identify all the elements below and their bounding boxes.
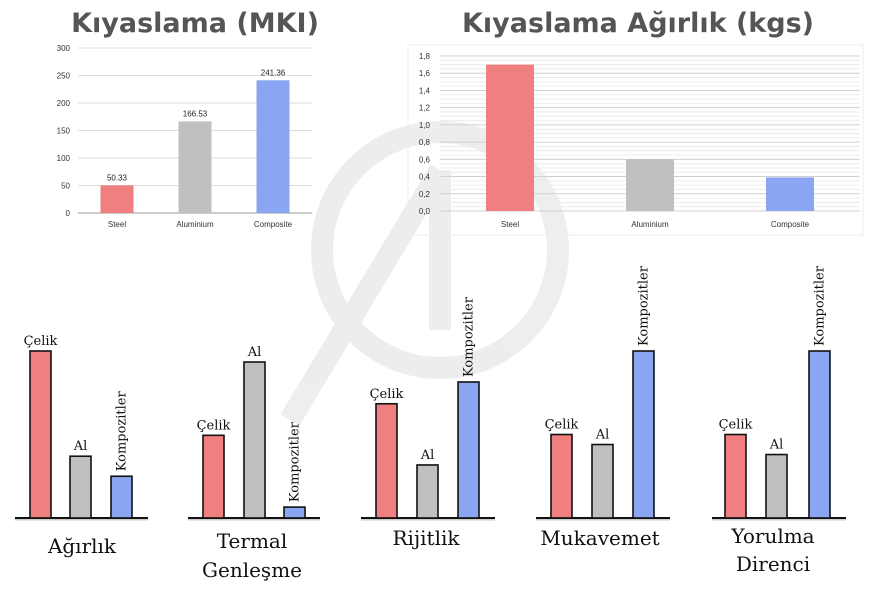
small-comparison-charts: Çelik Al Kompozitler Ağırlık Çelik Al Kompozit… bbox=[15, 265, 846, 582]
chart-weight-bar bbox=[766, 177, 814, 211]
small-chart-bar bbox=[808, 350, 831, 519]
small-chart-bar-label: Kompozitler bbox=[115, 391, 130, 472]
chart-weight-category-label: Aluminium bbox=[631, 220, 669, 229]
small-chart-bar bbox=[724, 433, 747, 519]
small-chart-bar-label: Kompozitler bbox=[288, 421, 303, 502]
small-chart-bar bbox=[591, 443, 614, 519]
small-chart-bar bbox=[457, 381, 480, 519]
small-chart-bar-label: Al bbox=[420, 448, 435, 463]
chart-weight-title: Kıyaslama Ağırlık (kgs) bbox=[462, 8, 814, 39]
chart-mki-y-tick-label: 250 bbox=[57, 72, 71, 81]
chart-weight: Kıyaslama Ağırlık (kgs) 0,0 0,2 0,4 0,6 0,8 1… bbox=[407, 8, 864, 236]
chart-mki-data-label: 50.33 bbox=[107, 173, 128, 182]
small-chart-bar-label: Al bbox=[595, 428, 610, 443]
chart-weight-category-label: Steel bbox=[501, 220, 519, 229]
chart-mki-bar bbox=[256, 80, 290, 213]
chart-weight-y-tick-label: 0,6 bbox=[419, 155, 431, 164]
chart-mki-title: Kıyaslama (MKI) bbox=[71, 8, 319, 39]
small-chart-bar bbox=[416, 464, 439, 519]
chart-mki-y-tick-label: 200 bbox=[57, 99, 71, 108]
small-chart-bar-label: Al bbox=[73, 439, 88, 454]
chart-weight-y-tick-label: 1,2 bbox=[419, 104, 431, 113]
small-chart-bar-label: Al bbox=[247, 345, 262, 360]
small-chart-1: Çelik Al Kompozitler Termal Genleşme bbox=[188, 345, 320, 582]
small-chart-title: Ağırlık bbox=[47, 534, 117, 558]
watermark-logo bbox=[280, 121, 569, 426]
small-chart-bar bbox=[375, 402, 398, 519]
small-chart-title: Termal Genleşme bbox=[202, 529, 302, 582]
small-chart-bar-label: Çelik bbox=[545, 418, 579, 433]
chart-mki-categories: Steel Aluminium Composite bbox=[108, 220, 293, 229]
small-chart-title-line: Genleşme bbox=[202, 558, 302, 582]
small-chart-bar bbox=[110, 475, 133, 519]
small-chart-bar bbox=[243, 361, 266, 519]
small-chart-title-line: Direnci bbox=[736, 552, 810, 576]
small-chart-bar-label: Kompozitler bbox=[813, 265, 828, 346]
small-chart-bar bbox=[69, 455, 92, 519]
small-chart-bar-label: Çelik bbox=[370, 387, 404, 402]
chart-mki-y-tick-label: 300 bbox=[57, 44, 71, 53]
small-chart-title-line: Termal bbox=[217, 529, 287, 553]
chart-weight-y-tick-label: 0,4 bbox=[419, 173, 431, 182]
small-chart-4: Çelik Al Kompozitler Yorulma Direnci bbox=[712, 265, 846, 576]
small-chart-bar bbox=[765, 453, 788, 519]
chart-weight-categories: Steel Aluminium Composite bbox=[501, 220, 810, 229]
chart-weight-y-tick-label: 1,0 bbox=[419, 121, 431, 130]
chart-weight-y-tick-label: 0,8 bbox=[419, 138, 431, 147]
chart-mki-y-ticks: 0 50 100 150 200 250 300 bbox=[57, 44, 71, 218]
chart-weight-bar bbox=[626, 159, 674, 211]
chart-mki-bar bbox=[100, 185, 134, 213]
chart-weight-y-tick-label: 0,0 bbox=[419, 207, 431, 216]
chart-mki-category-label: Aluminium bbox=[176, 220, 214, 229]
chart-mki-category-label: Steel bbox=[108, 220, 126, 229]
small-chart-title: Mukavemet bbox=[540, 526, 659, 550]
small-chart-bar bbox=[632, 350, 655, 519]
small-chart-0: Çelik Al Kompozitler Ağırlık bbox=[15, 334, 148, 558]
chart-weight-y-tick-label: 1,4 bbox=[419, 86, 431, 95]
chart-mki-y-tick-label: 50 bbox=[61, 182, 70, 191]
small-chart-title: Rijitlik bbox=[392, 526, 460, 550]
chart-mki-bar bbox=[178, 121, 212, 213]
small-chart-bar bbox=[283, 506, 306, 519]
chart-mki: Kıyaslama (MKI) 0 50 100 150 200 250 300 50.33… bbox=[57, 8, 319, 229]
small-chart-title-line: Yorulma bbox=[730, 524, 814, 548]
chart-mki-y-tick-label: 100 bbox=[57, 154, 71, 163]
small-chart-bar-label: Çelik bbox=[24, 334, 58, 349]
small-chart-bar-label: Kompozitler bbox=[462, 296, 477, 377]
chart-weight-y-ticks: 0,0 0,2 0,4 0,6 0,8 1,0 1,2 1,4 1,6 1,8 bbox=[419, 52, 431, 216]
small-chart-bar bbox=[29, 350, 52, 519]
chart-mki-y-tick-label: 150 bbox=[57, 127, 71, 136]
chart-mki-category-label: Composite bbox=[254, 220, 293, 229]
small-chart-title: Yorulma Direnci bbox=[730, 524, 814, 576]
chart-mki-bars bbox=[100, 80, 290, 213]
small-chart-2: Çelik Al Kompozitler Rijitlik bbox=[361, 296, 495, 550]
chart-weight-bar bbox=[486, 64, 534, 211]
small-chart-bar bbox=[202, 434, 225, 519]
small-chart-bar-label: Al bbox=[769, 438, 784, 453]
chart-mki-data-label: 241.36 bbox=[261, 68, 286, 77]
chart-weight-category-label: Composite bbox=[771, 220, 810, 229]
chart-weight-y-tick-label: 0,2 bbox=[419, 190, 431, 199]
chart-weight-plot-frame bbox=[407, 44, 864, 236]
chart-weight-y-tick-label: 1,6 bbox=[419, 69, 431, 78]
small-chart-bar-label: Çelik bbox=[719, 418, 753, 433]
small-chart-3: Çelik Al Kompozitler Mukavemet bbox=[536, 265, 670, 550]
small-chart-bar-label: Çelik bbox=[197, 418, 231, 433]
chart-weight-y-tick-label: 1,8 bbox=[419, 52, 431, 61]
chart-mki-data-labels: 50.33 166.53 241.36 bbox=[107, 68, 286, 182]
small-chart-bar-label: Kompozitler bbox=[637, 265, 652, 346]
chart-weight-bars bbox=[486, 64, 814, 211]
chart-mki-y-tick-label: 0 bbox=[66, 209, 71, 218]
chart-mki-data-label: 166.53 bbox=[183, 109, 208, 118]
small-chart-bar bbox=[550, 433, 573, 519]
